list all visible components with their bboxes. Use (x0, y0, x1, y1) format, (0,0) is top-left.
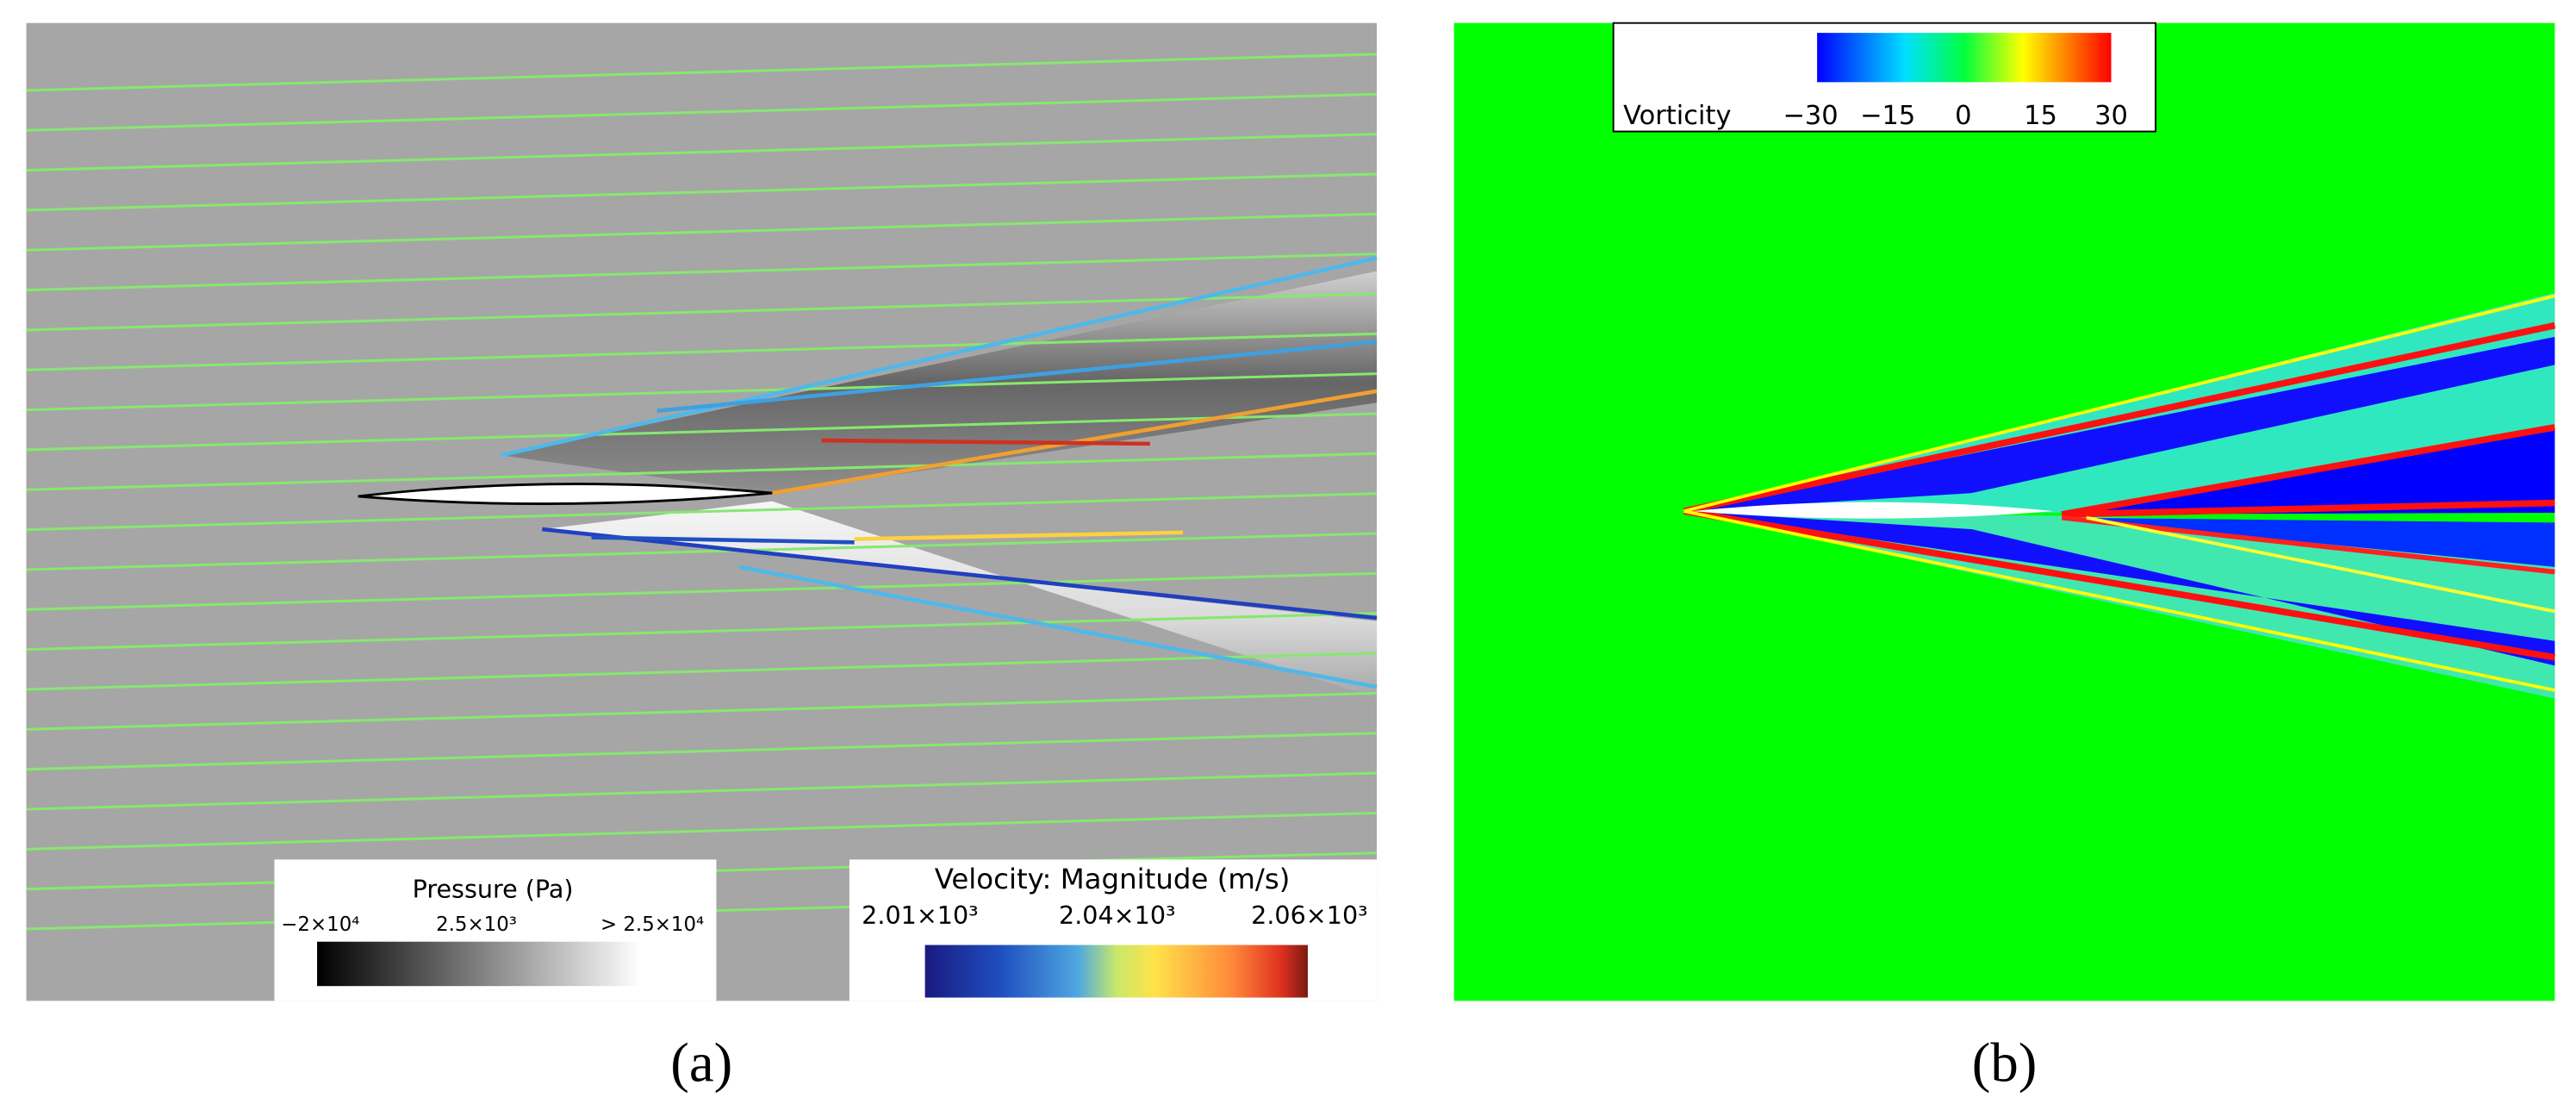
streamline (26, 612, 1378, 652)
colored-streamline (854, 530, 1184, 541)
colored-streamline (821, 438, 1150, 446)
legend-tick-label: 30 (2094, 101, 2128, 131)
panel-label: (a) (670, 1032, 732, 1094)
colored-streamline (656, 340, 1378, 414)
streamline (26, 492, 1378, 532)
airfoil (1692, 502, 2054, 519)
colored-streamline (591, 535, 855, 545)
legend-tick-label: 0 (1955, 101, 1971, 131)
colorbar (317, 941, 641, 987)
vorticity-band (2086, 515, 2555, 614)
colorbar (1817, 33, 2112, 83)
legend-tick-label: −2×10⁴ (281, 914, 359, 936)
streamline (26, 53, 1378, 92)
streamline (26, 292, 1378, 332)
streamline (26, 212, 1378, 252)
colorbar (924, 945, 1308, 998)
streamline (26, 811, 1378, 851)
streamline (26, 92, 1378, 132)
streamline (26, 172, 1378, 212)
legend-tick-label: 2.5×10³ (436, 914, 517, 936)
streamline (26, 691, 1378, 731)
streamline (26, 372, 1378, 412)
streamline (26, 452, 1378, 491)
legend-title: Vorticity (1623, 101, 1731, 131)
streamline (26, 652, 1378, 691)
panel-label: (b) (1972, 1032, 2038, 1094)
vorticity-band (1683, 321, 2556, 514)
colored-streamline (738, 564, 1378, 689)
legend-tick-label: 2.04×10³ (1059, 901, 1175, 930)
streamline (26, 571, 1378, 611)
streamline (26, 253, 1378, 292)
vorticity-band (1683, 294, 2555, 513)
streamline (26, 133, 1378, 172)
legend-tick-label: −30 (1783, 101, 1838, 131)
legend-tick-label: 2.06×10³ (1251, 901, 1367, 930)
streamline (26, 332, 1378, 371)
streamline (26, 532, 1378, 571)
legend-tick-label: −15 (1860, 101, 1915, 131)
colored-streamline (501, 256, 1378, 458)
airfoil (358, 483, 773, 506)
legend-title: Velocity: Magnitude (m/s) (935, 863, 1291, 895)
vorticity-band (2061, 514, 2555, 575)
legend-title: Pressure (Pa) (413, 875, 574, 904)
streamline (26, 771, 1378, 811)
scaled-layer: Pressure (Pa) −2×10⁴ 2.5×10³ > 2.5×10⁴ Veloc… (26, 22, 2556, 1094)
vorticity-band (1683, 508, 2556, 661)
colored-streamline (542, 527, 1378, 620)
lower-shear-layer (1683, 511, 2555, 699)
legend-tick-label: > 2.5×10⁴ (600, 914, 704, 936)
vorticity-band (2062, 499, 2555, 518)
vorticity-band (1683, 509, 2555, 692)
legend-tick-label: 15 (2024, 101, 2057, 131)
vorticity-band (2061, 424, 2556, 518)
legend-tick-label: 2.01×10³ (862, 901, 978, 930)
streamline (26, 732, 1378, 771)
streamline (26, 412, 1378, 452)
